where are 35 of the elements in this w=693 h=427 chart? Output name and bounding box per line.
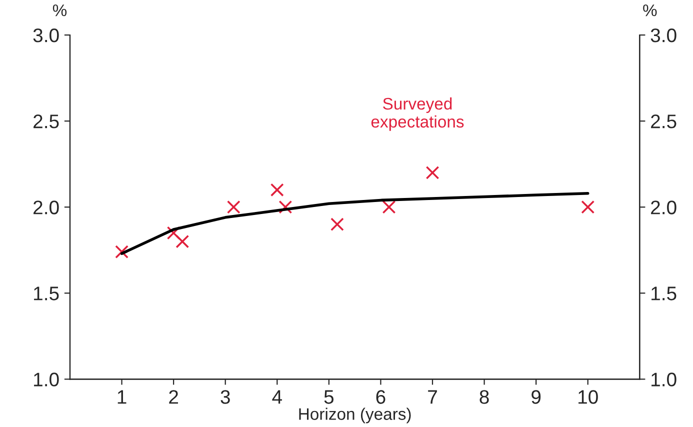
point <box>176 234 190 248</box>
y-tick-label: 2.0 <box>34 200 59 214</box>
line-series <box>120 192 590 255</box>
point <box>115 245 128 259</box>
x-tick-label: 2 <box>169 390 178 404</box>
point <box>226 200 240 214</box>
point <box>166 226 180 240</box>
x-tick-label: 10 <box>578 390 598 404</box>
point <box>330 218 344 232</box>
y2-tick-label: 2.0 <box>651 200 676 214</box>
x-axis-title: Horizon (years) <box>299 408 411 424</box>
y2-tick-label: 2.5 <box>651 114 676 128</box>
x-tick-label: 4 <box>272 390 282 404</box>
x-tick-label: 1 <box>118 390 126 404</box>
x-tick-label: 6 <box>376 390 386 404</box>
x-tick-label: 8 <box>480 390 489 404</box>
y-axis-title: % <box>52 4 67 16</box>
x-tick-label: 5 <box>324 390 334 404</box>
y2-tick-label: 1.0 <box>652 372 676 386</box>
x-tick-label: 7 <box>428 390 437 404</box>
y-tick-label: 2.5 <box>34 114 59 128</box>
text: Surveyed expectations <box>371 97 464 131</box>
point <box>278 200 292 214</box>
point <box>270 183 284 197</box>
y-tick-label: 3.0 <box>33 28 59 42</box>
y2-axis-title: % <box>643 4 657 16</box>
point <box>382 200 396 214</box>
x-tick-label: 9 <box>532 390 541 404</box>
y2-tick-label: 1.5 <box>652 286 676 300</box>
y-tick-label: 1.0 <box>34 372 59 386</box>
x-tick-label: 3 <box>220 390 230 404</box>
point <box>581 200 595 214</box>
y-tick-label: 1.5 <box>34 286 59 300</box>
y2-tick-label: 3.0 <box>650 28 676 42</box>
point <box>426 166 440 180</box>
